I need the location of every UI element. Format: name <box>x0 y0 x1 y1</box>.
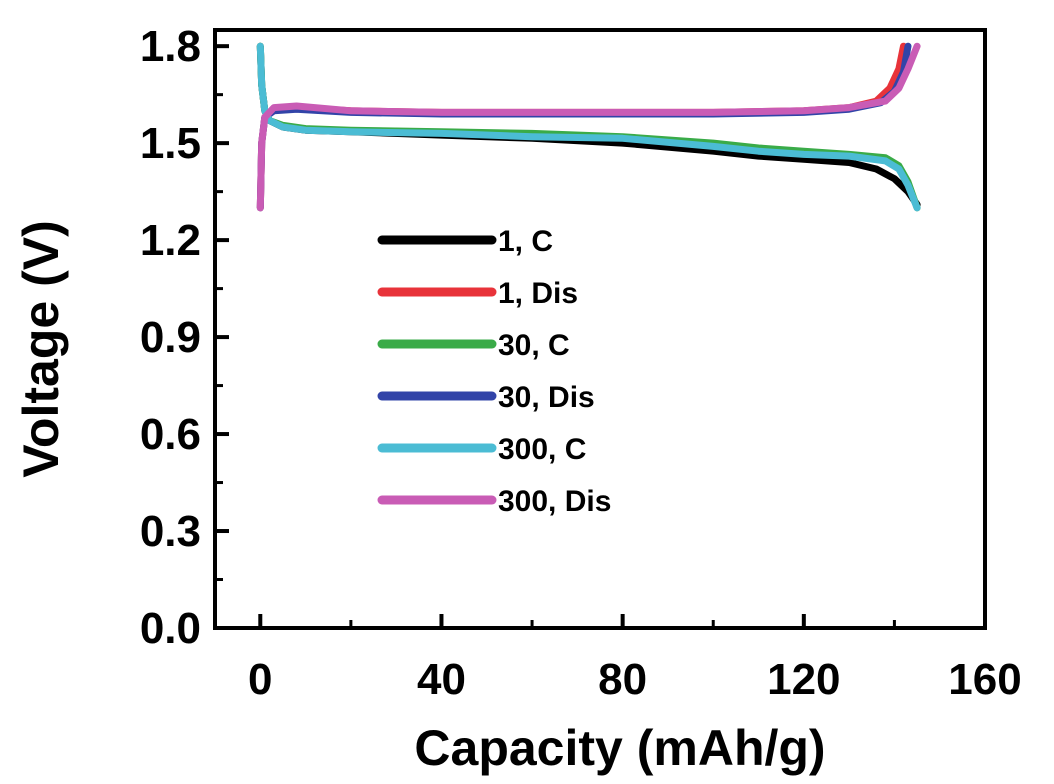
legend-label: 30, C <box>498 329 570 362</box>
x-tick-label: 80 <box>598 655 647 704</box>
axis-ticks: 0.0 0.3 0.6 0.9 1.2 1.5 1.8 0 40 80 120 160 <box>140 22 1022 704</box>
legend-label: 300, Dis <box>498 485 611 518</box>
legend-label: 300, C <box>498 433 586 466</box>
y-tick-label: 1.8 <box>140 22 201 71</box>
y-tick-label: 0.6 <box>140 410 201 459</box>
y-tick-label: 0.3 <box>140 507 201 556</box>
x-tick-label: 40 <box>417 655 466 704</box>
series-line <box>256 42 921 212</box>
x-tick-label: 0 <box>248 655 272 704</box>
x-tick-label: 120 <box>767 655 840 704</box>
legend-label: 1, C <box>498 225 553 258</box>
y-axis-title: Voltage (V) <box>13 220 69 477</box>
series-layer <box>256 42 921 212</box>
y-tick-label: 0.0 <box>140 604 201 653</box>
plot-frame <box>213 28 987 630</box>
y-tick-label: 1.2 <box>140 216 201 265</box>
legend-label: 30, Dis <box>498 381 595 414</box>
legend: 1, C 1, Dis 30, C 30, Dis 300, C 300, Dis <box>377 225 611 518</box>
y-tick-label: 0.9 <box>140 313 201 362</box>
y-tick-label: 1.5 <box>140 119 201 168</box>
x-tick-label: 160 <box>948 655 1021 704</box>
x-axis-title: Capacity (mAh/g) <box>414 720 825 776</box>
series-line <box>256 42 921 212</box>
legend-label: 1, Dis <box>498 277 578 310</box>
